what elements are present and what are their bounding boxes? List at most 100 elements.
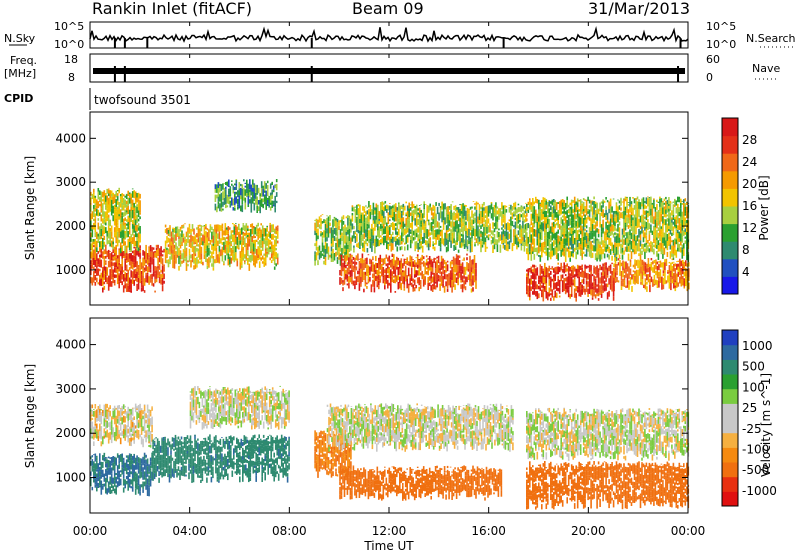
heatmap-cell xyxy=(133,422,135,432)
heatmap-cell xyxy=(374,246,376,254)
heatmap-cell xyxy=(99,257,101,260)
heatmap-cell xyxy=(154,290,156,293)
heatmap-cell xyxy=(453,205,455,210)
heatmap-cell xyxy=(555,231,558,239)
heatmap-cell xyxy=(656,245,658,249)
heatmap-cell xyxy=(131,427,134,434)
heatmap-cell xyxy=(439,262,441,269)
heatmap-cell xyxy=(106,459,108,463)
heatmap-cell xyxy=(170,241,173,246)
heatmap-cell xyxy=(172,229,174,233)
heatmap-cell xyxy=(366,232,369,237)
heatmap-cell xyxy=(579,217,582,226)
heatmap-cell xyxy=(611,283,613,292)
heatmap-cell xyxy=(176,439,178,446)
heatmap-cell xyxy=(461,269,464,274)
heatmap-cell xyxy=(255,229,258,232)
heatmap-cell xyxy=(533,265,536,268)
heatmap-cell xyxy=(602,249,604,255)
heatmap-cell xyxy=(454,258,456,265)
heatmap-cell xyxy=(566,268,568,272)
heatmap-cell xyxy=(153,464,156,470)
heatmap-cell xyxy=(635,217,637,226)
heatmap-cell xyxy=(656,203,658,210)
heatmap-cell xyxy=(683,216,685,223)
heatmap-cell xyxy=(660,248,663,253)
heatmap-cell xyxy=(130,409,132,412)
heatmap-cell xyxy=(364,271,367,275)
heatmap-cell xyxy=(403,276,406,285)
heatmap-cell xyxy=(677,282,680,287)
heatmap-cell xyxy=(626,208,628,213)
heatmap-cell xyxy=(378,257,380,261)
heatmap-cell xyxy=(590,274,592,284)
heatmap-cell xyxy=(602,227,604,234)
heatmap-cell xyxy=(498,232,500,237)
heatmap-cell xyxy=(561,202,564,207)
heatmap-cell xyxy=(239,233,242,241)
heatmap-cell xyxy=(550,226,552,234)
heatmap-cell xyxy=(200,259,203,265)
heatmap-cell xyxy=(429,222,431,231)
heatmap-cell xyxy=(170,253,173,260)
heatmap-cell xyxy=(178,255,180,265)
heatmap-cell xyxy=(157,248,159,256)
heatmap-cell xyxy=(535,273,537,280)
heatmap-cell xyxy=(402,272,404,276)
heatmap-cell xyxy=(131,433,134,436)
heatmap-cell xyxy=(408,220,410,229)
heatmap-cell xyxy=(90,260,92,265)
heatmap-cell xyxy=(376,284,379,288)
heatmap-cell xyxy=(211,226,213,230)
heatmap-cell xyxy=(148,246,150,253)
heatmap-cell xyxy=(128,415,131,420)
heatmap-cell xyxy=(668,203,670,206)
heatmap-cell xyxy=(646,263,648,269)
heatmap-cell xyxy=(102,218,104,224)
heatmap-cell xyxy=(263,201,266,205)
heatmap-cell xyxy=(623,231,625,235)
heatmap-cell xyxy=(657,210,660,218)
heatmap-cell xyxy=(603,243,606,249)
heatmap-cell xyxy=(116,465,119,474)
heatmap-cell xyxy=(167,233,170,236)
heatmap-cell xyxy=(508,245,511,250)
heatmap-cell xyxy=(175,251,177,257)
heatmap-cell xyxy=(317,228,319,236)
heatmap-cell xyxy=(235,183,238,187)
heatmap-cell xyxy=(621,211,624,214)
heatmap-cell xyxy=(387,275,389,278)
heatmap-cell xyxy=(236,226,239,236)
heatmap-cell xyxy=(158,477,160,483)
heatmap-cell xyxy=(184,244,186,251)
heatmap-cell xyxy=(139,484,141,492)
heatmap-cell xyxy=(439,208,442,211)
heatmap-cell xyxy=(112,205,114,214)
heatmap-cell xyxy=(128,466,131,470)
heatmap-cell xyxy=(492,207,494,214)
heatmap-cell xyxy=(576,264,579,269)
heatmap-cell xyxy=(384,281,386,286)
heatmap-cell xyxy=(674,251,676,256)
heatmap-cell xyxy=(112,485,114,491)
heatmap-cell xyxy=(124,233,126,240)
heatmap-cell xyxy=(603,231,606,241)
heatmap-cell xyxy=(659,245,661,252)
heatmap-cell xyxy=(465,210,467,217)
heatmap-cell xyxy=(448,273,450,278)
heatmap-cell xyxy=(152,454,154,456)
heatmap-cell xyxy=(266,253,268,258)
heatmap-cell xyxy=(480,233,482,238)
heatmap-cell xyxy=(608,224,610,228)
heatmap-cell xyxy=(133,431,135,440)
heatmap-cell xyxy=(170,236,173,242)
heatmap-cell xyxy=(373,276,376,281)
heatmap-cell xyxy=(130,261,132,269)
heatmap-cell xyxy=(517,203,520,206)
heatmap-cell xyxy=(623,261,626,269)
heatmap-cell xyxy=(620,197,622,199)
heatmap-cell xyxy=(112,246,114,253)
heatmap-cell xyxy=(440,279,443,286)
heatmap-cell xyxy=(469,221,472,227)
heatmap-cell xyxy=(614,277,617,281)
